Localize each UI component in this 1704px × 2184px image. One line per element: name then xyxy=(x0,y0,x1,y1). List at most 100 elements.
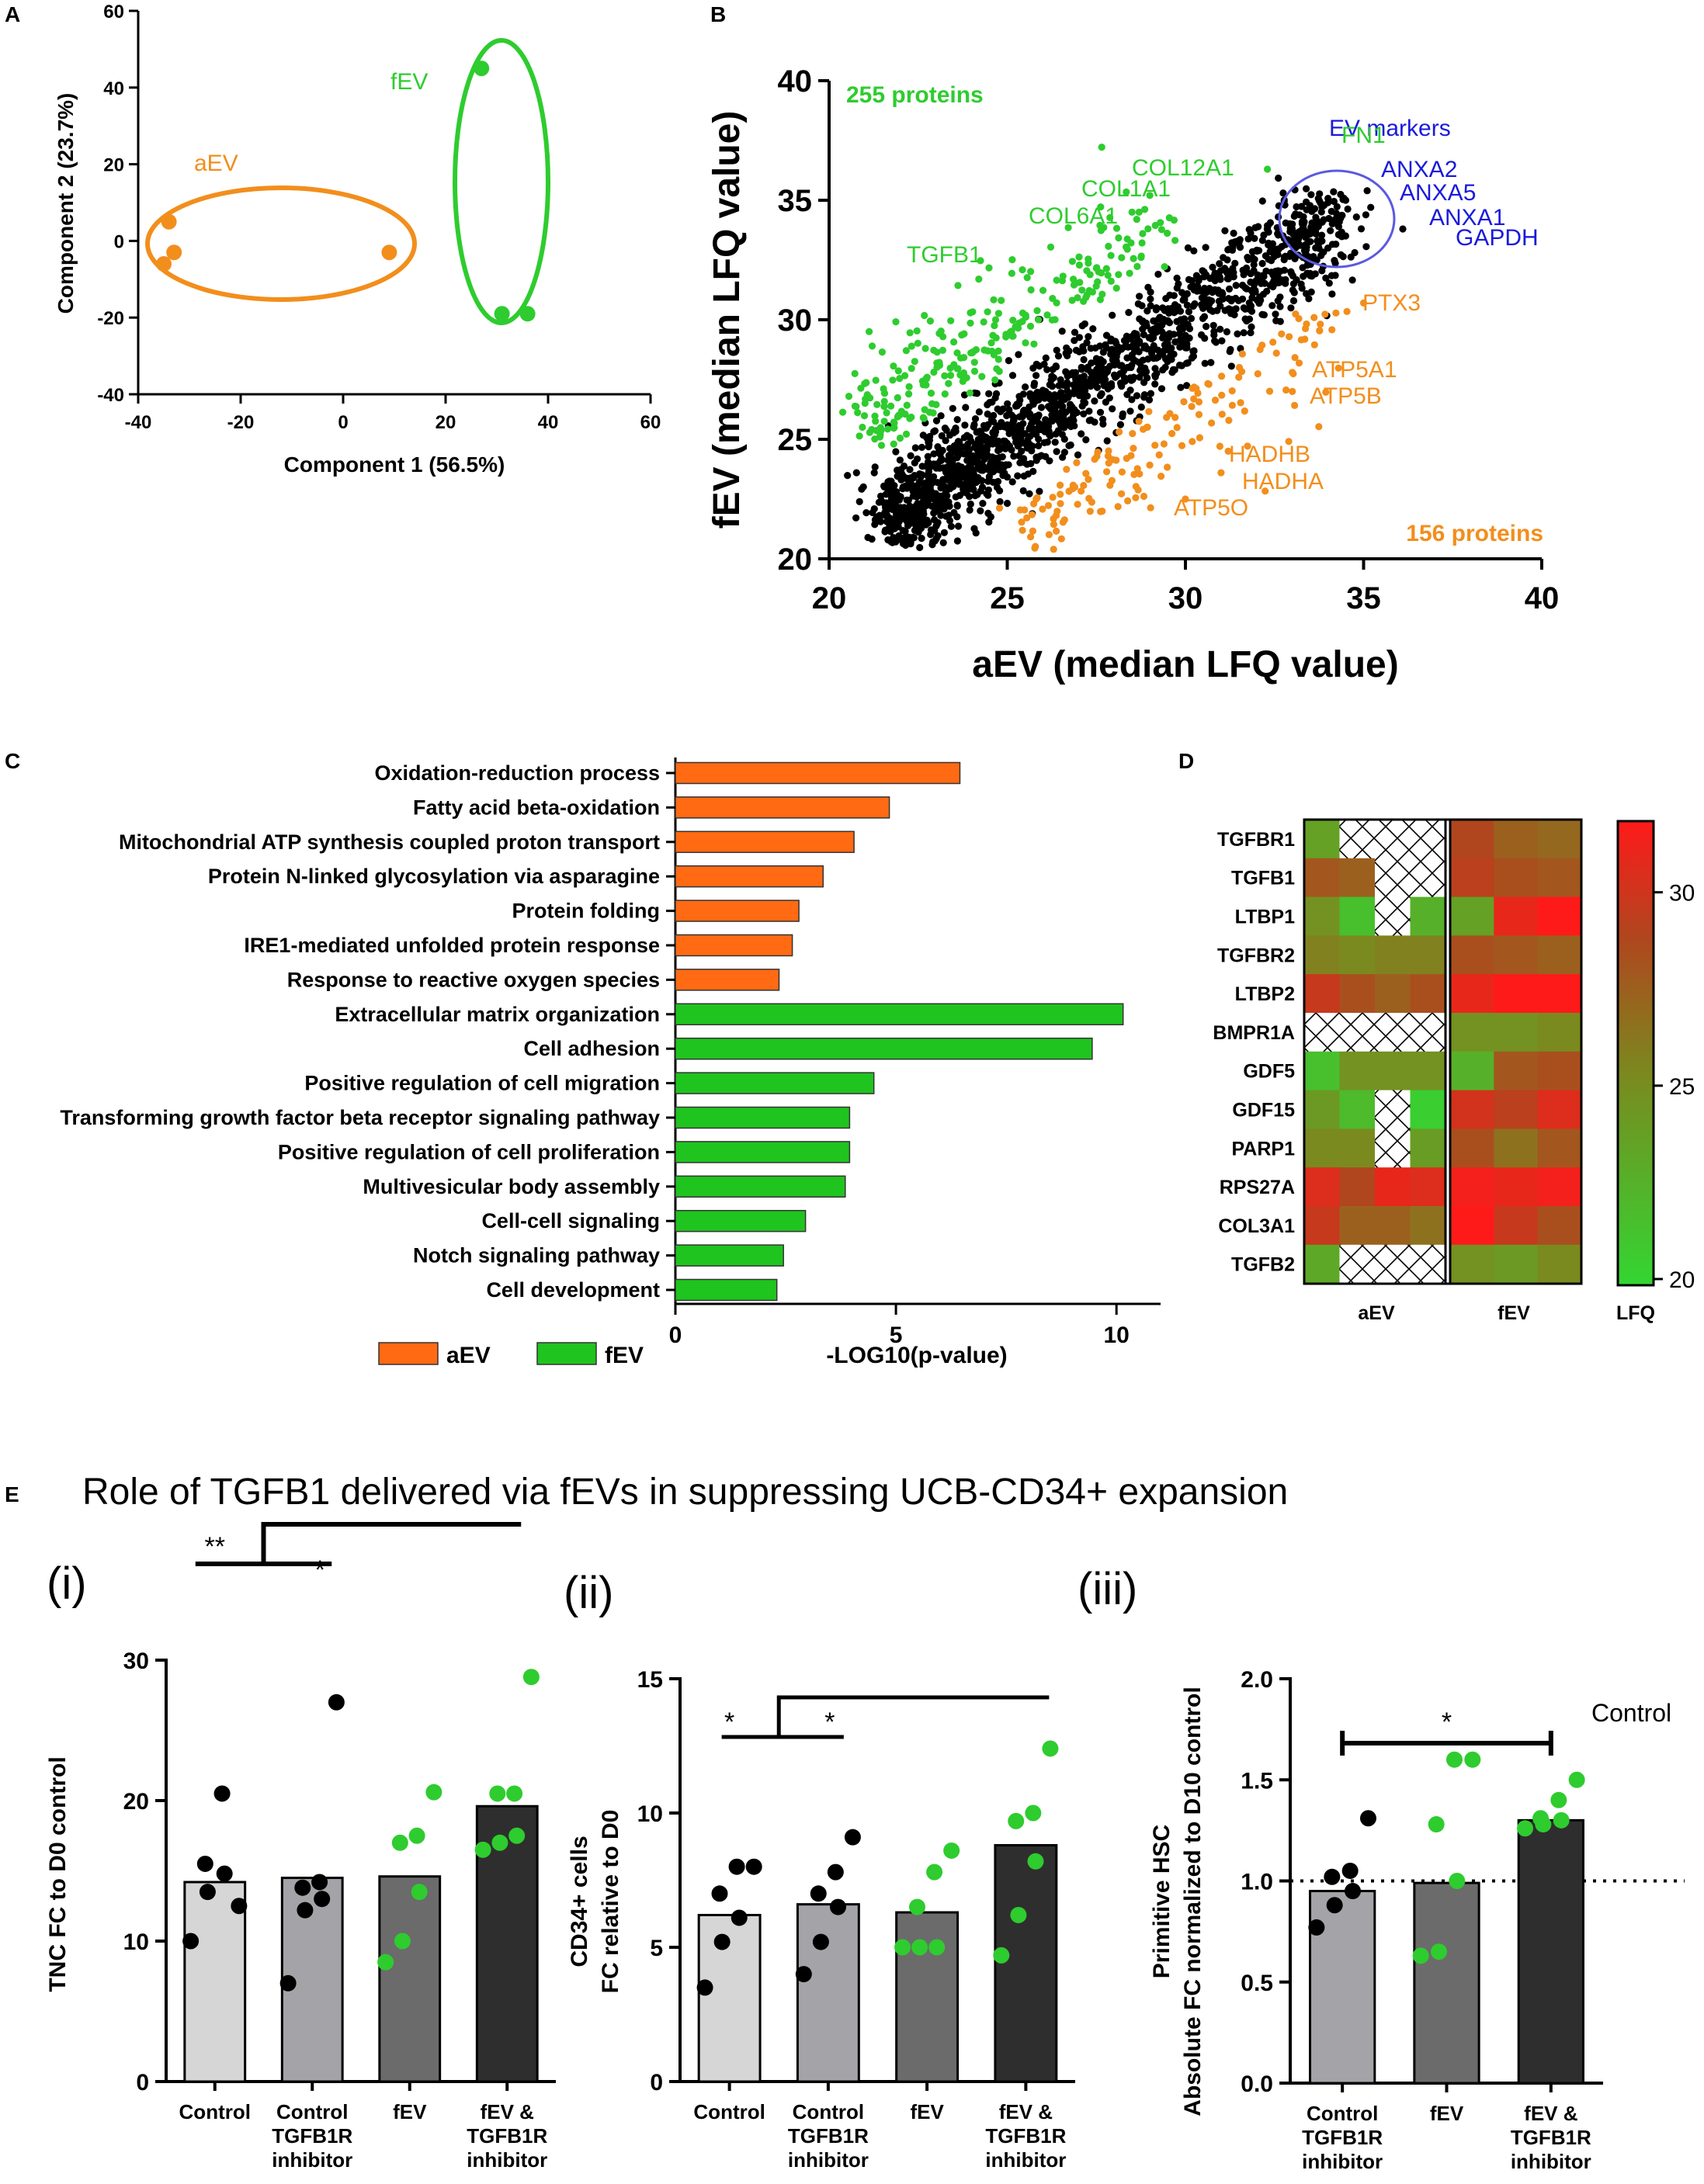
protein-point-common xyxy=(1330,188,1338,196)
protein-point-common xyxy=(939,477,947,484)
protein-point-common xyxy=(918,443,926,452)
protein-point-common xyxy=(1140,369,1147,377)
protein-point-common xyxy=(1153,304,1161,312)
e3-category-label: Control xyxy=(1307,2102,1378,2125)
go-term-label: Response to reactive oxygen species xyxy=(287,968,660,991)
protein-point-fev-enriched xyxy=(1027,286,1035,294)
protein-point-common xyxy=(1102,331,1111,339)
e2-y-tick-label: 10 xyxy=(637,1801,663,1827)
heatmap-cell-aev xyxy=(1410,1128,1446,1168)
heatmap-row-label: TGFBR1 xyxy=(1217,829,1295,851)
go-bar xyxy=(675,1175,846,1198)
heatmap-cell-fev xyxy=(1537,1244,1582,1284)
protein-point-aev-enriched xyxy=(995,504,1004,512)
e3-data-point xyxy=(1445,1751,1463,1768)
protein-point-fev-enriched xyxy=(1043,311,1051,319)
protein-point-common xyxy=(1199,314,1207,322)
protein-point-common xyxy=(1262,252,1269,260)
protein-point-aev-enriched xyxy=(1114,503,1122,511)
protein-point-common xyxy=(1178,362,1185,369)
protein-point-common xyxy=(1189,352,1198,360)
e2-bar xyxy=(796,1903,860,2083)
protein-point-common xyxy=(1043,366,1051,373)
protein-point-fev-enriched xyxy=(933,359,941,367)
protein-point-fev-enriched xyxy=(1107,277,1115,285)
protein-point-common xyxy=(1112,373,1119,381)
protein-point-fev-enriched xyxy=(857,384,865,392)
protein-point-common xyxy=(1313,256,1321,264)
go-bar xyxy=(675,969,780,991)
heatmap-cell-aev xyxy=(1304,974,1341,1014)
e2-data-point xyxy=(909,1898,926,1915)
protein-point-common xyxy=(1245,226,1253,234)
protein-point-common xyxy=(991,466,998,473)
protein-point-fev-enriched xyxy=(1102,265,1110,272)
protein-point-common xyxy=(1251,234,1258,242)
protein-label-col12a1: COL12A1 xyxy=(1132,155,1234,181)
protein-point-aev-enriched xyxy=(1208,419,1216,427)
protein-point-common xyxy=(1140,393,1148,401)
protein-point-common xyxy=(1029,364,1037,372)
heatmap-cell-fev xyxy=(1450,1090,1494,1129)
protein-point-common xyxy=(1140,344,1148,352)
protein-point-common xyxy=(1295,241,1303,248)
protein-point-aev-enriched xyxy=(1057,535,1065,543)
pca-point-aev xyxy=(381,244,397,261)
e3-category-label: inhibitor xyxy=(1511,2150,1591,2173)
protein-point-aev-enriched xyxy=(1057,491,1064,498)
legend-swatch-aev xyxy=(378,1342,439,1365)
protein-point-common xyxy=(897,476,905,484)
protein-point-common xyxy=(954,462,962,470)
protein-point-common xyxy=(1066,416,1074,424)
protein-point-common xyxy=(1245,299,1253,307)
panel-c-go-bar-chart: Oxidation-reduction process Fatty acid be… xyxy=(60,757,1161,1368)
go-term-label: Positive regulation of cell proliferatio… xyxy=(278,1140,660,1163)
protein-point-common xyxy=(996,497,1004,506)
protein-point-common xyxy=(1303,246,1310,254)
heatmap-cell-aev xyxy=(1339,820,1376,859)
e2-data-point xyxy=(943,1842,960,1859)
protein-point-common xyxy=(1133,392,1141,400)
protein-point-common xyxy=(1328,220,1336,227)
protein-point-common xyxy=(1165,309,1173,317)
e2-data-point xyxy=(928,1939,946,1956)
protein-point-fev-enriched xyxy=(1027,268,1035,276)
protein-point-common xyxy=(919,432,927,439)
protein-point-fev-enriched xyxy=(994,355,1002,363)
protein-point-aev-enriched xyxy=(1116,428,1123,436)
heatmap-cell-fev xyxy=(1494,1051,1539,1091)
pca-x-axis-label: Component 1 (56.5%) xyxy=(284,452,505,477)
heatmap-cell-fev xyxy=(1537,820,1582,859)
labelled-protein-point xyxy=(1359,299,1368,307)
protein-point-fev-enriched xyxy=(978,373,986,380)
protein-point-common xyxy=(1327,272,1335,279)
protein-point-common xyxy=(1171,338,1179,346)
protein-point-common xyxy=(925,477,933,485)
protein-point-fev-enriched xyxy=(1118,254,1126,262)
protein-point-common xyxy=(1136,293,1144,300)
heatmap-row-label: LTBP1 xyxy=(1235,907,1295,928)
protein-point-common xyxy=(1067,441,1074,449)
e3-y-axis-label-line1: Primitive HSC xyxy=(1149,1825,1175,1978)
protein-point-fev-enriched xyxy=(1014,324,1022,332)
protein-point-common xyxy=(1203,296,1210,303)
protein-point-fev-enriched xyxy=(1078,286,1086,294)
protein-point-common xyxy=(1123,334,1131,341)
protein-point-common xyxy=(1289,296,1298,305)
protein-point-fev-enriched xyxy=(1048,316,1056,324)
protein-point-fev-enriched xyxy=(1170,217,1178,224)
protein-point-common xyxy=(1147,390,1154,397)
aev-cluster-ellipse xyxy=(145,185,417,302)
protein-point-fev-enriched xyxy=(950,338,958,346)
e2-data-point xyxy=(1042,1740,1059,1757)
e1-bar xyxy=(378,1875,442,2083)
protein-point-common xyxy=(1127,363,1135,372)
protein-point-fev-enriched xyxy=(1115,271,1123,279)
protein-point-common xyxy=(1227,306,1235,314)
e1-category-label: inhibitor xyxy=(467,2148,547,2172)
protein-point-common xyxy=(1244,235,1252,243)
protein-point-common xyxy=(900,462,908,470)
protein-label-hadhb: HADHB xyxy=(1229,442,1310,467)
protein-point-common xyxy=(1154,322,1161,330)
protein-point-common xyxy=(1147,295,1154,303)
